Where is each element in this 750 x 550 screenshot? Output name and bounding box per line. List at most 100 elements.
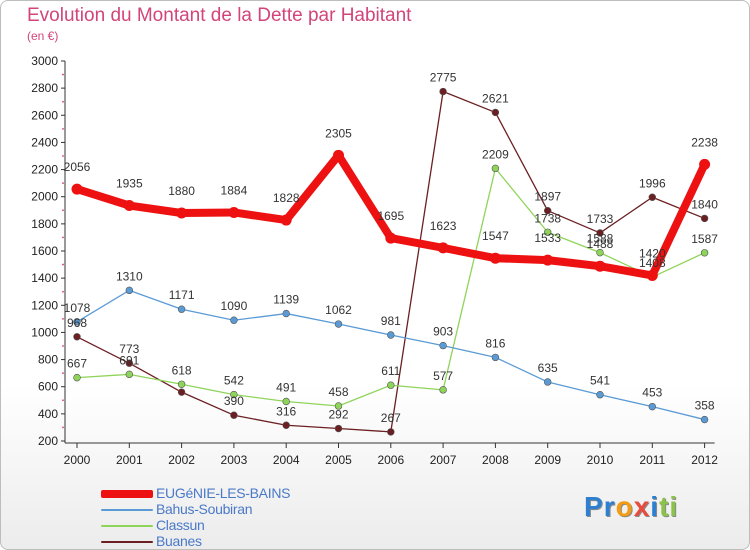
x-tick-label: 2010 (587, 453, 614, 467)
data-labels-layer: 2056 1935 1880 1884 1828 2305 1695 1623 1547 1533… (64, 71, 719, 425)
data-label: 316 (276, 404, 296, 418)
y-minor-tick (62, 127, 64, 130)
data-point-1 (596, 391, 604, 399)
data-label: 541 (590, 374, 610, 388)
x-tick-label: 2003 (221, 453, 248, 467)
data-point-main (71, 183, 83, 195)
legend-swatch (101, 541, 153, 543)
y-minor-tick (62, 73, 64, 76)
legend-item: Bahus-Soubiran (101, 501, 361, 517)
data-point-1 (387, 331, 395, 339)
data-point-2 (334, 402, 343, 410)
data-label: 1738 (534, 211, 561, 225)
data-point-2 (491, 164, 500, 173)
x-tick-label: 2004 (273, 453, 300, 467)
y-tick-label: 2400 (31, 135, 58, 149)
data-label: 1588 (587, 232, 614, 246)
series-line-3 (76, 90, 706, 433)
data-label: 611 (381, 364, 400, 378)
data-point-3 (648, 193, 656, 201)
y-minor-tick (62, 345, 64, 347)
data-label: 618 (172, 363, 192, 377)
data-label: 1587 (691, 232, 718, 246)
legend: EUGéNIE-LES-BAINS Bahus-Soubiran Classun Bu… (101, 485, 361, 549)
y-tick-label: 1800 (31, 217, 58, 231)
data-label: 2209 (482, 147, 509, 161)
data-label: 1408 (639, 256, 666, 270)
series-layer (71, 87, 711, 436)
data-label: 1547 (482, 229, 509, 243)
data-point-main (123, 200, 135, 212)
logo-letter: x (633, 491, 651, 522)
data-label: 1420 (639, 246, 666, 260)
data-point-1 (230, 316, 238, 324)
data-label: 968 (67, 316, 87, 330)
data-label: 1171 (169, 288, 195, 302)
data-label: 1884 (221, 183, 248, 197)
data-label: 1062 (325, 303, 352, 317)
logo-letter: t (659, 491, 670, 522)
data-point-2 (700, 249, 709, 257)
y-tick-label: 1000 (31, 325, 58, 339)
data-label: 2056 (64, 160, 91, 174)
legend-item: Classun (101, 517, 361, 533)
data-label: 1533 (534, 231, 561, 245)
legend-label: Classun (156, 517, 205, 533)
data-label: 1897 (534, 190, 561, 204)
legend-swatch (101, 509, 153, 511)
data-label: 816 (485, 336, 505, 350)
data-point-3 (491, 108, 500, 117)
data-point-1 (439, 341, 447, 350)
x-tick-label: 2012 (691, 453, 718, 467)
y-minor-tick (62, 263, 64, 266)
x-tick-label: 2005 (325, 453, 352, 467)
data-point-1 (73, 318, 81, 326)
x-tick-label: 2000 (64, 453, 91, 467)
data-point-3 (177, 388, 186, 396)
data-point-3 (125, 359, 134, 367)
data-point-main (594, 260, 606, 272)
data-label: 491 (276, 381, 296, 395)
data-point-2 (439, 386, 447, 394)
data-point-3 (282, 421, 290, 429)
data-label: 773 (119, 342, 139, 356)
y-tick-label: 1600 (31, 244, 58, 258)
data-point-1 (177, 305, 186, 313)
logo-letter: i (650, 491, 660, 522)
data-point-main (385, 232, 397, 244)
y-tick-label: 2600 (31, 108, 58, 122)
data-label: 691 (119, 353, 139, 367)
x-tick-label: 2002 (168, 453, 195, 467)
y-minor-tick (62, 290, 64, 293)
y-tick-label: 1200 (31, 298, 58, 312)
data-point-3 (73, 333, 81, 341)
y-tick-label: 2200 (31, 163, 58, 177)
data-label: 1310 (116, 269, 143, 283)
data-point-1 (543, 378, 552, 386)
data-label: 1828 (273, 191, 300, 205)
data-point-main (489, 252, 501, 264)
data-label: 903 (433, 325, 453, 339)
data-point-2 (73, 373, 81, 382)
data-label: 1090 (221, 299, 248, 313)
data-label: 1078 (64, 301, 91, 315)
y-minor-tick (62, 236, 64, 239)
y-tick-label: 3000 (31, 54, 58, 68)
data-point-3 (334, 424, 343, 433)
logo-letter: P (584, 491, 604, 522)
data-point-main (333, 149, 344, 161)
data-point-1 (700, 415, 709, 424)
data-point-3 (387, 428, 395, 436)
y-minor-tick (62, 155, 64, 157)
data-point-main (176, 207, 188, 219)
data-label: 458 (328, 385, 348, 399)
data-point-1 (334, 320, 343, 328)
data-label: 358 (695, 399, 715, 413)
data-label: 267 (381, 411, 401, 425)
data-label: 667 (67, 357, 87, 371)
data-label: 292 (328, 408, 348, 422)
data-point-3 (230, 411, 238, 419)
data-label: 1935 (116, 177, 143, 191)
chart-subtitle: (en €) (27, 29, 59, 43)
